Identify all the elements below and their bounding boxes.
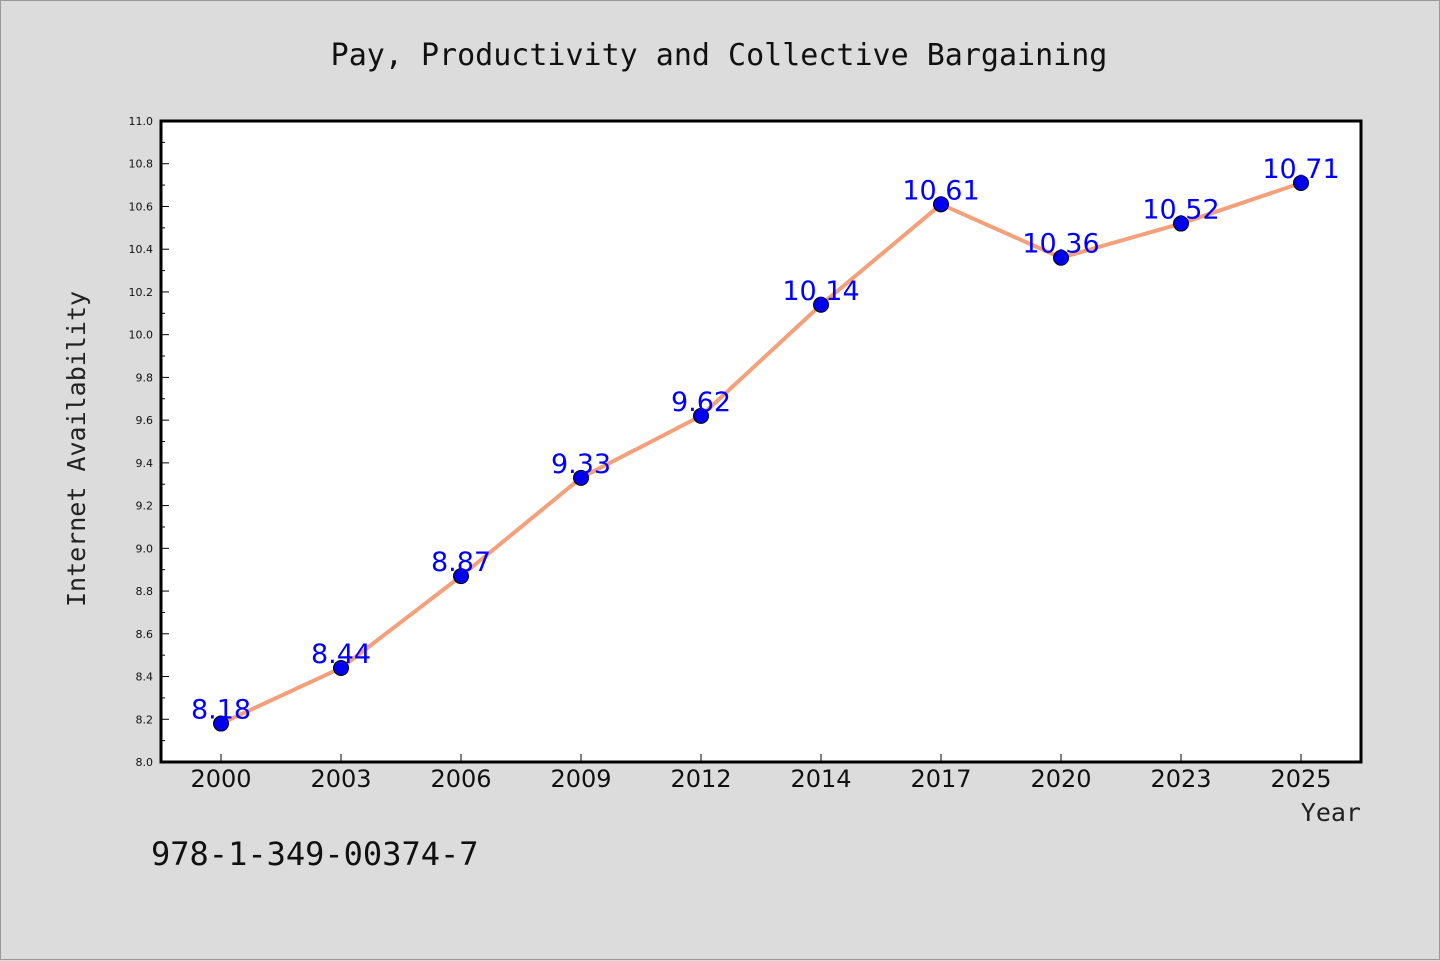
x-tick-label: 2006 [430,765,491,793]
y-tick-label: 10.0 [129,329,154,342]
data-label: 10.52 [1142,195,1219,226]
x-tick-label: 2014 [790,765,851,793]
data-point [693,407,709,424]
y-tick-label: 8.4 [136,671,154,684]
data-point [573,469,589,486]
y-tick-label: 8.2 [136,713,154,726]
x-axis: 2000 2003 2006 2009 2012 2014 2017 2020 2023 2025 [190,754,1332,793]
y-tick-label: 10.8 [129,158,154,171]
x-tick-label: 2003 [310,765,371,793]
data-point [213,715,229,732]
data-label: 9.62 [671,387,731,418]
y-tick-label: 9.4 [136,457,154,470]
data-point [1173,215,1189,232]
y-tick-label: 8.6 [136,628,154,641]
data-series [213,174,1309,732]
isbn-text: 978-1-349-00374-7 [151,835,479,873]
chart-title: Pay, Productivity and Collective Bargain… [331,38,1108,73]
data-label: 9.33 [551,449,611,480]
data-label: 8.87 [431,547,491,578]
x-tick-label: 2023 [1150,765,1211,793]
x-tick-label: 2000 [190,765,251,793]
data-point [333,659,349,676]
y-tick-label: 10.6 [129,200,154,213]
data-labels: 8.18 8.44 8.87 9.33 9.62 10.14 10.61 10.36 10.52… [191,154,1340,726]
data-point [933,196,949,213]
data-point [813,296,829,313]
y-axis-label: Internet Availability [62,291,91,607]
data-point [1293,174,1309,191]
data-label: 10.61 [902,175,979,206]
y-tick-label: 10.2 [129,286,154,299]
y-tick-label: 9.2 [136,500,154,513]
data-label: 10.36 [1022,229,1099,260]
data-point [1053,249,1069,266]
series-line [219,180,1303,726]
y-tick-label: 9.0 [136,542,154,555]
y-tick-label: 10.4 [129,243,154,256]
data-label: 8.18 [191,695,251,726]
data-label: 10.71 [1262,154,1339,185]
data-point [453,568,469,585]
y-tick-label: 8.8 [136,585,154,598]
y-tick-label: 11.0 [129,115,154,128]
x-tick-label: 2012 [670,765,731,793]
data-label: 8.44 [311,639,371,670]
y-tick-label: 9.8 [136,371,154,384]
x-tick-label: 2009 [550,765,611,793]
y-tick-label: 8.0 [136,756,154,769]
data-label: 10.14 [782,276,859,307]
x-tick-label: 2025 [1270,765,1331,793]
y-axis: 8.0 8.2 8.4 8.6 8.8 9.0 9.2 9.4 9.6 9.8 10.0 10.2 10… [129,115,169,769]
x-axis-label: Year [1301,798,1361,827]
x-tick-label: 2020 [1030,765,1091,793]
x-tick-label: 2017 [910,765,971,793]
y-tick-label: 9.6 [136,414,154,427]
